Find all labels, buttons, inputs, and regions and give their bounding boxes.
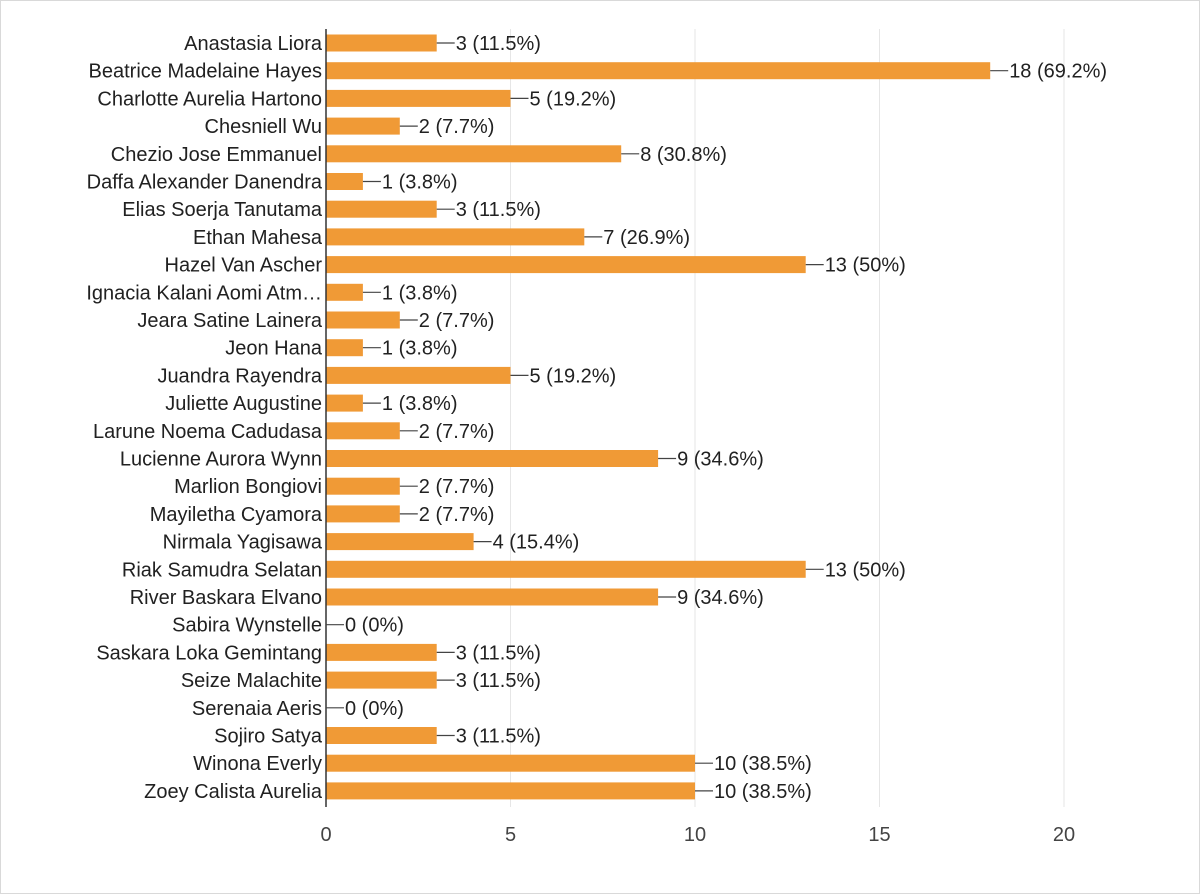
category-label: Chesniell Wu — [205, 116, 322, 138]
data-label: 4 (15.4%) — [493, 532, 580, 554]
bar — [326, 173, 363, 190]
category-label: Ethan Mahesa — [193, 227, 323, 249]
category-label: Jeon Hana — [225, 338, 323, 360]
bar — [326, 311, 400, 329]
x-tick-label: 5 — [505, 824, 516, 846]
data-label: 18 (69.2%) — [1009, 61, 1107, 83]
bars — [325, 29, 991, 807]
category-label: Anastasia Liora — [184, 33, 323, 55]
bar — [326, 560, 806, 578]
data-label: 9 (34.6%) — [677, 449, 764, 471]
category-label: Riak Samudra Selatan — [122, 559, 322, 581]
bar — [326, 671, 437, 689]
category-label: Mayiletha Cyamora — [150, 504, 323, 526]
data-label: 3 (11.5%) — [456, 642, 541, 664]
category-label: Charlotte Aurelia Hartono — [97, 88, 322, 110]
category-label: Juandra Rayendra — [157, 365, 322, 387]
bar — [326, 256, 806, 274]
data-label: 13 (50%) — [825, 559, 906, 581]
data-label: 13 (50%) — [825, 255, 906, 277]
data-label: 3 (11.5%) — [456, 199, 541, 221]
data-label: 8 (30.8%) — [640, 144, 727, 166]
category-label: Hazel Van Ascher — [165, 255, 323, 277]
category-label: Elias Soerja Tanutama — [122, 199, 323, 221]
data-label: 9 (34.6%) — [677, 587, 764, 609]
category-label: Daffa Alexander Danendra — [87, 172, 323, 194]
category-label: Sabira Wynstelle — [172, 615, 322, 637]
bar — [326, 782, 695, 800]
bar — [326, 145, 622, 163]
category-label: Lucienne Aurora Wynn — [120, 449, 322, 471]
bar — [326, 754, 695, 772]
x-tick-labels: 0 5 10 15 20 — [320, 824, 1075, 846]
x-tick-label: 0 — [320, 824, 331, 846]
category-label: Larune Noema Cadudasa — [93, 421, 323, 443]
data-label: 7 (26.9%) — [603, 227, 690, 249]
data-label: 1 (3.8%) — [382, 282, 458, 304]
category-label: River Baskara Elvano — [130, 587, 322, 609]
x-tick-label: 10 — [684, 824, 706, 846]
category-label: Marlion Bongiovi — [174, 476, 322, 498]
bar — [326, 588, 659, 606]
data-label: 10 (38.5%) — [714, 781, 812, 803]
category-label: Zoey Calista Aurelia — [144, 781, 323, 803]
category-label: Saskara Loka Gemintang — [96, 642, 322, 664]
bar — [326, 62, 991, 80]
bar — [326, 422, 400, 440]
data-label: 0 (0%) — [345, 698, 404, 720]
data-labels: 3 (11.5%) 18 (69.2%) 5 (19.2%) 2 (7.7%) 8 (3… — [326, 33, 1107, 803]
x-tick-label: 15 — [868, 824, 890, 846]
category-label: Beatrice Madelaine Hayes — [89, 61, 322, 83]
bar — [326, 450, 659, 467]
category-label: Nirmala Yagisawa — [163, 532, 323, 554]
data-label: 1 (3.8%) — [382, 393, 458, 415]
data-label: 3 (11.5%) — [456, 33, 541, 55]
data-label: 5 (19.2%) — [530, 365, 617, 387]
category-label: Chezio Jose Emmanuel — [111, 144, 322, 166]
bar — [326, 228, 585, 246]
data-label: 3 (11.5%) — [456, 726, 541, 748]
bar — [326, 477, 400, 495]
bar — [326, 366, 511, 384]
bar — [326, 727, 437, 744]
bar — [326, 200, 437, 218]
bar — [326, 89, 511, 107]
bar — [326, 339, 363, 357]
category-label: Winona Everly — [193, 753, 322, 775]
category-label: Serenaia Aeris — [192, 698, 322, 720]
data-label: 2 (7.7%) — [419, 504, 495, 526]
data-label: 1 (3.8%) — [382, 338, 458, 360]
category-label: Juliette Augustine — [165, 393, 322, 415]
category-label: Sojiro Satya — [214, 726, 323, 748]
x-tick-label: 20 — [1053, 824, 1075, 846]
bar — [326, 505, 400, 523]
data-label: 2 (7.7%) — [419, 421, 495, 443]
bar — [326, 283, 363, 301]
gridlines — [510, 29, 1065, 807]
bar — [326, 643, 437, 661]
category-label: Seize Malachite — [181, 670, 322, 692]
data-label: 0 (0%) — [345, 615, 404, 637]
data-label: 3 (11.5%) — [456, 670, 541, 692]
data-label: 10 (38.5%) — [714, 753, 812, 775]
category-label: Ignacia Kalani Aomi Atm… — [86, 282, 322, 304]
data-label: 5 (19.2%) — [530, 88, 617, 110]
data-label: 2 (7.7%) — [419, 116, 495, 138]
bar — [326, 34, 437, 52]
data-label: 2 (7.7%) — [419, 310, 495, 332]
data-label: 2 (7.7%) — [419, 476, 495, 498]
category-labels: Anastasia Liora Beatrice Madelaine Hayes C… — [86, 33, 323, 803]
bar — [326, 394, 363, 412]
data-label: 1 (3.8%) — [382, 172, 458, 194]
bar — [326, 117, 400, 135]
category-label: Jeara Satine Lainera — [137, 310, 322, 332]
bar — [326, 533, 474, 551]
